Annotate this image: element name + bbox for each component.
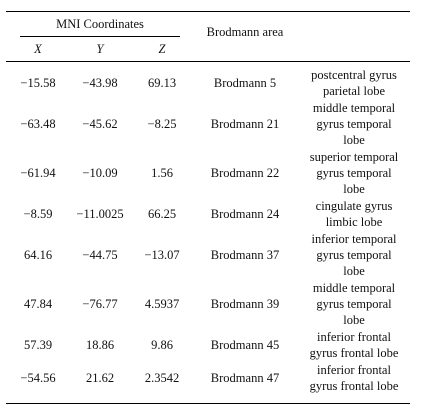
table-top-rule (6, 11, 410, 13)
x-column-header: X (34, 42, 42, 56)
z-column-header: Z (158, 42, 166, 56)
region-line: lobe (343, 182, 365, 196)
region-line: inferior frontal (317, 330, 391, 344)
region-line: gyrus frontal lobe (309, 379, 399, 393)
region-line: gyrus temporal (316, 166, 392, 180)
anatomical-region-value: middle temporal gyrus temporal lobe (300, 280, 408, 328)
region-line: inferior temporal (311, 232, 397, 246)
z-value: 66.25 (147, 207, 177, 221)
y-value: −44.75 (82, 248, 118, 262)
anatomical-region-value: cingulate gyrus limbic lobe (300, 198, 408, 230)
x-value: −54.56 (20, 371, 56, 385)
mni-coordinates-header: MNI Coordinates (56, 17, 144, 31)
header-bottom-rule (6, 61, 410, 62)
x-value: −15.58 (20, 76, 56, 90)
anatomical-region-value: postcentral gyrus parietal lobe (300, 67, 408, 99)
x-value: −63.48 (20, 117, 56, 131)
anatomical-region-value: inferior temporal gyrus temporal lobe (300, 231, 408, 279)
table-bottom-rule (6, 403, 410, 405)
z-value: 4.5937 (144, 297, 180, 311)
x-value: 64.16 (23, 248, 53, 262)
z-value: 2.3542 (144, 371, 180, 385)
brodmann-area-value: Brodmann 37 (210, 248, 280, 262)
x-value: −8.59 (23, 207, 53, 221)
y-value: −10.09 (82, 166, 118, 180)
y-value: 21.62 (85, 371, 115, 385)
region-line: limbic lobe (325, 215, 383, 229)
brodmann-area-value: Brodmann 24 (210, 207, 280, 221)
z-value: 9.86 (151, 338, 173, 352)
region-line: parietal lobe (322, 84, 386, 98)
brodmann-area-value: Brodmann 22 (210, 166, 280, 180)
region-line: gyrus temporal (316, 117, 392, 131)
x-value: 57.39 (23, 338, 53, 352)
z-value: −13.07 (144, 248, 180, 262)
z-value: 69.13 (147, 76, 177, 90)
mni-subheader-rule (20, 36, 180, 37)
x-value: −61.94 (20, 166, 56, 180)
region-line: postcentral gyrus (311, 68, 397, 82)
region-line: lobe (343, 313, 365, 327)
brodmann-area-value: Brodmann 47 (210, 371, 280, 385)
brodmann-area-value: Brodmann 45 (210, 338, 280, 352)
y-column-header: Y (96, 42, 104, 56)
brodmann-area-value: Brodmann 39 (210, 297, 280, 311)
region-line: gyrus temporal (316, 297, 392, 311)
region-line: gyrus frontal lobe (309, 346, 399, 360)
y-value: −76.77 (82, 297, 118, 311)
anatomical-region-value: superior temporal gyrus temporal lobe (300, 149, 408, 197)
y-value: −45.62 (82, 117, 118, 131)
brodmann-area-value: Brodmann 5 (213, 76, 277, 90)
y-value: −43.98 (82, 76, 118, 90)
z-value: 1.56 (151, 166, 173, 180)
anatomical-region-value: middle temporal gyrus temporal lobe (300, 100, 408, 148)
y-value: −11.0025 (76, 207, 124, 221)
region-line: lobe (343, 133, 365, 147)
brodmann-area-value: Brodmann 21 (210, 117, 280, 131)
region-line: gyrus temporal (316, 248, 392, 262)
z-value: −8.25 (147, 117, 177, 131)
brodmann-area-header: Brodmann area (206, 25, 284, 39)
region-line: cingulate gyrus (315, 199, 393, 213)
region-line: lobe (343, 264, 365, 278)
region-line: superior temporal (309, 150, 399, 164)
anatomical-region-value: inferior frontal gyrus frontal lobe (300, 362, 408, 394)
region-line: middle temporal (312, 101, 396, 115)
x-value: 47.84 (23, 297, 53, 311)
region-line: inferior frontal (317, 363, 391, 377)
anatomical-region-value: inferior frontal gyrus frontal lobe (300, 329, 408, 361)
region-line: middle temporal (312, 281, 396, 295)
y-value: 18.86 (85, 338, 115, 352)
